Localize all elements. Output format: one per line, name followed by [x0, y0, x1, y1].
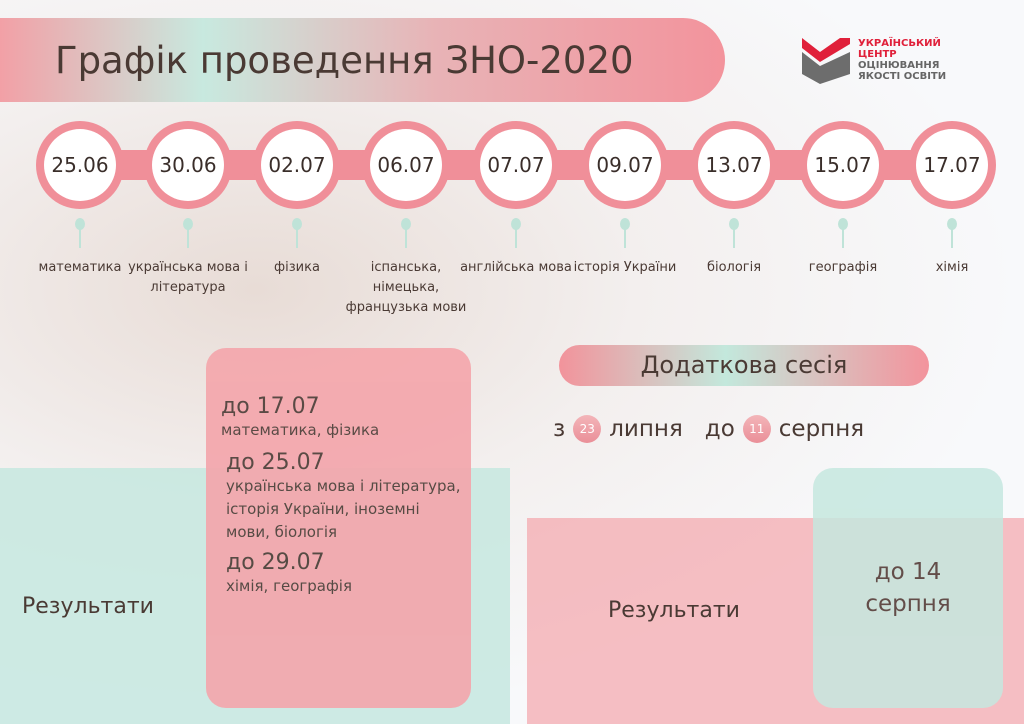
to-word: до: [704, 416, 735, 442]
exam-date-circle: 07.07: [472, 121, 560, 209]
exam-date: 17.07: [916, 129, 988, 201]
exam-date-circle: 13.07: [690, 121, 778, 209]
results-label: Результати: [22, 594, 154, 619]
exam-date-circle: 06.07: [362, 121, 450, 209]
result-subjects: математика, фізика: [221, 421, 380, 439]
exam-subject: географія: [808, 260, 878, 275]
exam-date: 25.06: [44, 129, 116, 201]
extra-results-label: Результати: [608, 598, 740, 623]
timeline-stem: [620, 218, 630, 248]
exam-date-circle: 02.07: [253, 121, 341, 209]
extra-session-range: з 23 липня до 11 серпня: [553, 415, 864, 443]
exam-date: 15.07: [807, 129, 879, 201]
result-date: до 25.07: [226, 450, 325, 475]
exam-date: 30.06: [152, 129, 224, 201]
timeline-stem: [947, 218, 957, 248]
result-subjects: хімія, географія: [226, 577, 352, 595]
exam-subject: хімія: [935, 260, 969, 275]
timeline-stem: [183, 218, 193, 248]
extra-session-title: Додаткова сесія: [559, 345, 929, 386]
exam-date-circle: 09.07: [581, 121, 669, 209]
logo-text: ОЦІНЮВАННЯ: [858, 60, 940, 71]
exam-date: 06.07: [370, 129, 442, 201]
from-word: з: [553, 416, 566, 442]
timeline-stem: [729, 218, 739, 248]
from-month: липня: [609, 416, 683, 442]
exam-subject: українська мова і література: [128, 260, 248, 295]
exam-date: 09.07: [589, 129, 661, 201]
exam-date-circle: 17.07: [908, 121, 996, 209]
exam-subject: математика: [38, 260, 122, 275]
extra-results-date: до 14 серпня: [813, 468, 1003, 708]
exam-subject: історія України: [573, 260, 677, 275]
logo-text: УКРАЇНСЬКИЙ: [858, 38, 941, 49]
exam-date: 02.07: [261, 129, 333, 201]
result-date: до 17.07: [221, 394, 320, 419]
timeline-stem: [401, 218, 411, 248]
logo: УКРАЇНСЬКИЙ ЦЕНТР ОЦІНЮВАННЯ ЯКОСТІ ОСВІТИ: [800, 34, 946, 86]
from-day-badge: 23: [573, 415, 602, 443]
exam-date: 13.07: [698, 129, 770, 201]
exam-subject: фізика: [274, 260, 320, 275]
exam-subject: іспанська, німецька, французька мови: [345, 260, 467, 315]
timeline-stem: [511, 218, 521, 248]
timeline-stem: [75, 218, 85, 248]
exam-date-circle: 30.06: [144, 121, 232, 209]
exam-date-circle: 25.06: [36, 121, 124, 209]
exam-date: 07.07: [480, 129, 552, 201]
result-date: до 29.07: [226, 550, 325, 575]
timeline-stem: [292, 218, 302, 248]
to-month: серпня: [778, 416, 865, 442]
result-subjects: українська мова і література, історія Ук…: [226, 477, 461, 541]
exam-date-circle: 15.07: [799, 121, 887, 209]
timeline-stem: [838, 218, 848, 248]
logo-text: ЦЕНТР: [858, 49, 897, 60]
to-day-badge: 11: [742, 415, 771, 443]
logo-icon: [802, 38, 850, 84]
page-title: Графік проведення ЗНО-2020: [0, 18, 725, 102]
logo-text: ЯКОСТІ ОСВІТИ: [858, 71, 947, 82]
results-dates-box: до 17.07 математика, фізика до 25.07 укр…: [206, 348, 471, 708]
exam-subject: англійська мова: [460, 260, 572, 275]
exam-subject: біологія: [706, 260, 762, 275]
